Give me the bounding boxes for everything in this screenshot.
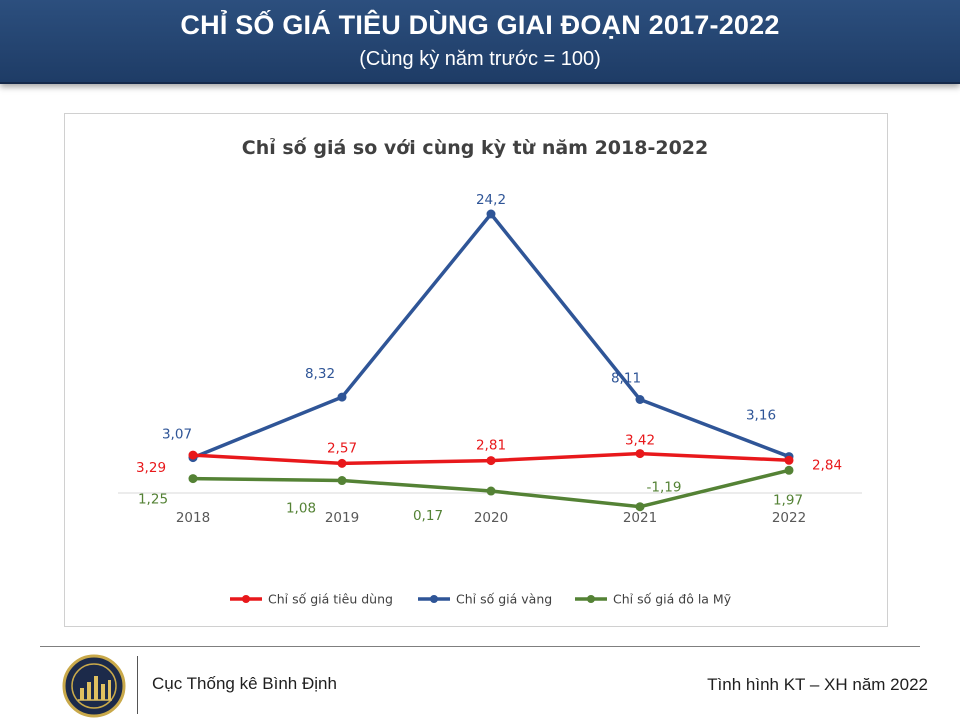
legend-label: Chỉ số giá vàng (456, 592, 552, 607)
data-point (486, 209, 496, 219)
legend-swatch-marker (242, 595, 250, 603)
data-point (188, 474, 198, 484)
statistics-office-emblem-icon (62, 654, 126, 718)
data-label: 2,57 (327, 440, 357, 456)
x-tick-label: 2019 (325, 510, 359, 526)
banner-title: CHỈ SỐ GIÁ TIÊU DÙNG GIAI ĐOẠN 2017-2022 (180, 10, 780, 40)
data-point (784, 465, 794, 475)
footer-report-title: Tình hình KT – XH năm 2022 (707, 675, 928, 694)
series-line (192, 212, 790, 460)
data-label: 2,81 (476, 438, 506, 454)
data-label: 1,25 (138, 492, 168, 508)
data-point (337, 476, 347, 486)
data-label: 1,97 (773, 492, 803, 508)
data-point (337, 392, 347, 402)
logo-separator (137, 656, 138, 714)
data-label: 2,84 (812, 457, 842, 473)
footer-organization: Cục Thống kê Bình Định (152, 674, 337, 693)
x-tick-label: 2018 (176, 510, 210, 526)
data-label-layer: 3,07 8,32 24,2 8,11 3,16 3,29 2,57 2,81 3,42 2,84… (136, 192, 842, 524)
title-banner: CHỈ SỐ GIÁ TIÊU DÙNG GIAI ĐOẠN 2017-2022… (0, 0, 960, 84)
data-label: 1,08 (286, 501, 316, 517)
data-point (784, 455, 794, 465)
legend-label: Chỉ số giá tiêu dùng (268, 592, 393, 607)
data-label: 3,42 (625, 433, 655, 449)
data-point (635, 395, 645, 405)
data-point (635, 449, 645, 459)
x-tick-label: 2020 (474, 510, 508, 526)
data-point (486, 486, 496, 496)
chart-title: Chỉ số giá so với cùng kỳ từ năm 2018-20… (242, 136, 708, 159)
data-label: 3,07 (162, 427, 192, 443)
legend-label: Chỉ số giá đô la Mỹ (613, 592, 732, 607)
data-label: 8,11 (611, 371, 641, 387)
legend: Chỉ số giá tiêu dùng Chỉ số giá vàng Chỉ s… (230, 592, 732, 607)
x-tick-label: 2021 (623, 510, 657, 526)
data-label: 3,29 (136, 460, 166, 476)
data-label: -1,19 (647, 480, 682, 496)
legend-swatch-marker (430, 595, 438, 603)
series-layer (188, 209, 794, 512)
axis-layer: 2018 2019 2020 2021 2022 (118, 492, 862, 526)
data-label: 0,17 (413, 508, 443, 524)
data-point (188, 450, 198, 460)
banner-subtitle: (Cùng kỳ năm trước = 100) (359, 48, 601, 70)
data-label: 8,32 (305, 366, 335, 382)
data-point (337, 458, 347, 468)
data-label: 3,16 (746, 408, 776, 424)
x-tick-label: 2022 (772, 510, 806, 526)
legend-swatch-marker (587, 595, 595, 603)
footer-divider (40, 646, 920, 647)
data-point (635, 502, 645, 512)
chart-frame (64, 113, 888, 627)
data-point (486, 456, 496, 466)
data-label: 24,2 (476, 192, 506, 208)
